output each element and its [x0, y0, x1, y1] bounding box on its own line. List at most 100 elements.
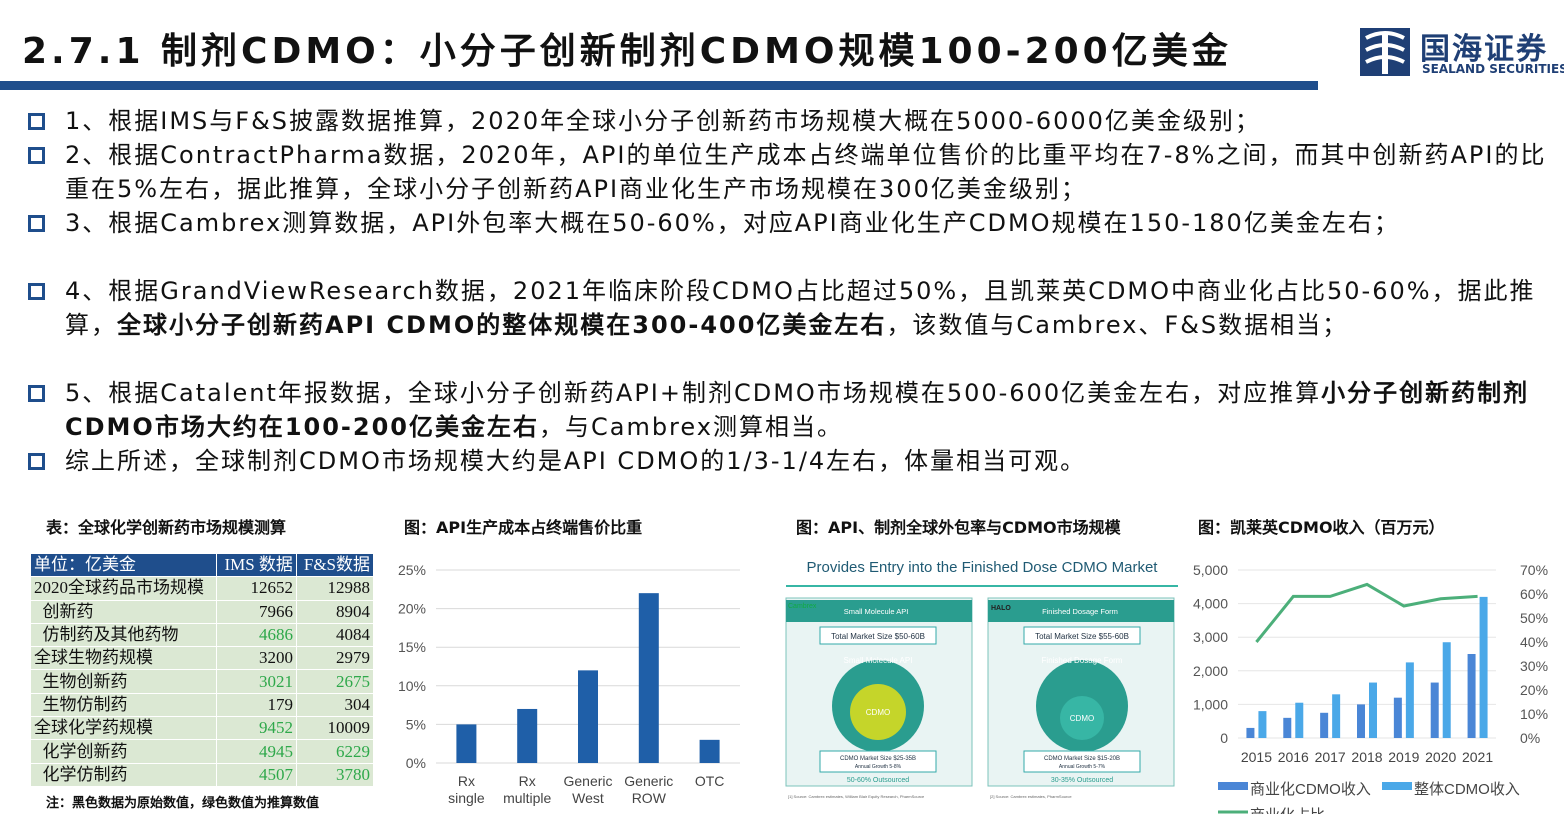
- left-header: Small Molecule API: [844, 607, 909, 616]
- y-tick-label: 0%: [406, 755, 426, 771]
- bullet-text: 1、根据IMS与F&S披露数据推算，2020年全球小分子创新药市场规模大概在50…: [65, 107, 1261, 135]
- bar-commercial: [1430, 682, 1439, 738]
- bar: [456, 724, 477, 763]
- bullet-text: 综上所述，全球制剂CDMO市场规模大约是API CDMO的1/3-1/4左右，体…: [65, 447, 1087, 475]
- y-left-tick-label: 1,000: [1193, 696, 1228, 712]
- chart1-caption: 图：API生产成本占终端售价比重: [404, 518, 643, 537]
- ims-value: 3021: [216, 669, 297, 694]
- left-outsourced: 50-60% Outsourced: [847, 777, 909, 784]
- x-tick-label: 2021: [1462, 749, 1493, 765]
- fs-value: 12988: [295, 576, 375, 601]
- x-tick-label: Rx single: [448, 773, 485, 806]
- bullet-1: 1、根据IMS与F&S披露数据推算，2020年全球小分子创新药市场规模大概在50…: [28, 104, 1558, 138]
- x-tick-label: OTC: [695, 773, 725, 789]
- square-bullet-icon: [28, 215, 45, 232]
- bar-total: [1442, 642, 1451, 738]
- right-cdmo-size: CDMO Market Size $15-20B: [1044, 756, 1120, 762]
- fs-value: 6229: [295, 739, 375, 764]
- y-right-tick-label: 0%: [1520, 730, 1540, 746]
- bar-total: [1332, 694, 1341, 738]
- right-market-size: Total Market Size $55-60B: [1035, 632, 1129, 641]
- bullet-3: 3、根据Cambrex测算数据，API外包率大概在50-60%，对应API商业化…: [28, 206, 1558, 240]
- square-bullet-icon: [28, 283, 45, 300]
- x-tick-label: Generic West: [563, 773, 612, 806]
- cdmo-market-figure: Provides Entry into the Finished Dose CD…: [780, 548, 1184, 804]
- left-market-size: Total Market Size $50-60B: [831, 632, 925, 641]
- y-right-tick-label: 40%: [1520, 634, 1548, 650]
- y-left-tick-label: 2,000: [1193, 663, 1228, 679]
- header-unit: 单位：亿美金: [29, 552, 218, 578]
- y-right-tick-label: 60%: [1520, 586, 1548, 602]
- row-label: 化学仿制药: [29, 762, 218, 787]
- market-size-table: 单位：亿美金 IMS 数据 F&S数据 2020全球药品市场规模 12652 12988 …: [29, 552, 375, 787]
- x-tick-label: 2016: [1278, 749, 1309, 765]
- table-row: 化学创新药 4945 6229: [29, 739, 375, 764]
- fs-value: 2979: [295, 646, 375, 671]
- square-bullet-icon: [28, 113, 45, 130]
- cambrex-brand: Cambrex: [788, 603, 817, 610]
- header-bar: [0, 81, 1318, 90]
- share-line: [1255, 582, 1478, 643]
- bar-commercial: [1320, 712, 1329, 738]
- bar: [517, 708, 538, 763]
- bar-total: [1479, 596, 1488, 738]
- table-row: 创新药 7966 8904: [29, 599, 375, 624]
- square-bullet-icon: [28, 147, 45, 164]
- fs-value: 4084: [295, 622, 375, 648]
- right-outsourced: 30-35% Outsourced: [1051, 777, 1113, 784]
- x-tick-label: Rx multiple: [503, 773, 551, 806]
- bullet-5: 5、根据Catalent年报数据，全球小分子创新药API+制剂CDMO市场规模在…: [28, 376, 1558, 444]
- bullet-text: 4、根据GrandViewResearch数据，2021年临床阶段CDMO占比超…: [65, 277, 1536, 339]
- chart4-caption: 图：凯莱英CDMO收入（百万元）: [1198, 518, 1445, 537]
- x-tick-label: 2017: [1315, 749, 1346, 765]
- y-right-tick-label: 20%: [1520, 682, 1548, 698]
- bullet-4: 4、根据GrandViewResearch数据，2021年临床阶段CDMO占比超…: [28, 274, 1558, 342]
- y-right-tick-label: 70%: [1520, 562, 1548, 578]
- legend-label: 整体CDMO收入: [1414, 781, 1520, 798]
- bar-commercial: [1393, 697, 1402, 738]
- bar-total: [1369, 682, 1377, 738]
- header-fs: F&S数据: [295, 552, 375, 578]
- y-tick-label: 25%: [398, 562, 426, 578]
- bar-commercial: [1357, 704, 1365, 738]
- y-tick-label: 10%: [398, 678, 426, 694]
- fs-value: 2675: [295, 669, 375, 694]
- right-header: Finished Dosage Form: [1042, 607, 1118, 616]
- bar-total: [1295, 702, 1304, 738]
- api-cost-bar-chart: 0% 5% 10% 15% 20% 25% Rx single Rx multiple Generi…: [398, 562, 740, 806]
- brand-logo: 国海证券 SEALAND SECURITIES: [1358, 24, 1564, 80]
- square-bullet-icon: [28, 385, 45, 402]
- halo-brand: HALO: [991, 605, 1011, 612]
- legend-label: 商业化CDMO收入: [1250, 781, 1371, 798]
- right-source: [2] Source: Cambrex estimates, PharmSour…: [990, 794, 1072, 799]
- x-tick-label: 2018: [1351, 749, 1382, 765]
- figure3-caption: 图：API、制剂全球外包率与CDMO市场规模: [796, 518, 1121, 537]
- table-note: 注：黑色数据为原始数值，绿色数值为推算数值: [46, 796, 320, 811]
- logo-text-en: SEALAND SECURITIES: [1422, 62, 1564, 76]
- y-left-tick-label: 0: [1220, 730, 1228, 746]
- figure3-title: Provides Entry into the Finished Dose CD…: [807, 559, 1159, 576]
- ims-value: 4507: [216, 762, 297, 787]
- bullet-text: 2、根据ContractPharma数据，2020年，API的单位生产成本占终端…: [65, 141, 1547, 203]
- table-row: 2020全球药品市场规模 12652 12988: [29, 576, 375, 601]
- right-circle-label: Finished Dosage Form: [1042, 656, 1123, 665]
- ims-value: 4945: [216, 739, 297, 764]
- ims-value: 9452: [216, 716, 297, 741]
- table-row: 仿制药及其他药物 4686 4084: [29, 622, 375, 648]
- row-label: 全球化学药规模: [29, 716, 218, 741]
- y-right-tick-label: 10%: [1520, 706, 1548, 722]
- legend-swatch: [1218, 782, 1248, 790]
- fs-value: 8904: [295, 599, 375, 624]
- asymchem-cdmo-revenue-chart: 0 1,000 2,000 3,000 4,000 5,000 0% 10% 20% 30% 40%…: [1193, 562, 1548, 814]
- bullet-2: 2、根据ContractPharma数据，2020年，API的单位生产成本占终端…: [28, 138, 1558, 206]
- ims-value: 12652: [216, 576, 297, 601]
- table-caption: 表：全球化学创新药市场规模测算: [46, 518, 287, 537]
- table-header-row: 单位：亿美金 IMS 数据 F&S数据: [29, 552, 375, 578]
- bar-commercial: [1246, 727, 1255, 738]
- table-row: 生物创新药 3021 2675: [29, 669, 375, 694]
- table-row: 生物仿制药 179 304: [29, 692, 375, 718]
- row-label: 创新药: [29, 599, 218, 624]
- row-label: 全球生物药规模: [29, 646, 218, 671]
- right-cdmo-label: CDMO: [1070, 714, 1094, 723]
- fs-value: 10009: [295, 716, 375, 741]
